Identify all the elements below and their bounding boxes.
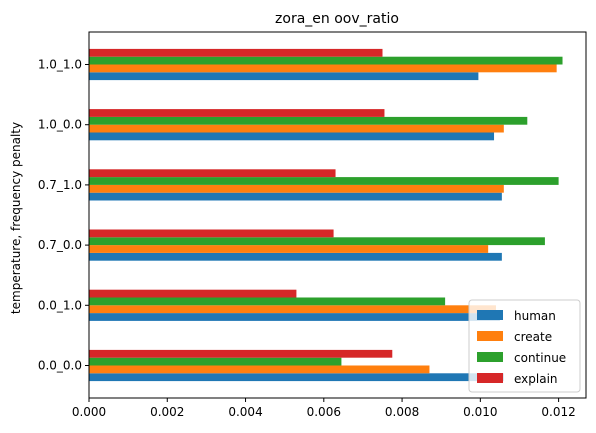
- bar-continue-0.7_0.0: [89, 237, 545, 246]
- bar-human-0.0_1.0: [89, 313, 500, 321]
- legend-label-explain: explain: [514, 372, 558, 386]
- bar-human-1.0_1.0: [89, 72, 479, 81]
- bar-human-0.7_0.0: [89, 252, 502, 261]
- y-axis-label: temperature, frequency penalty: [9, 122, 23, 314]
- y-tick-label: 0.7_1.0: [38, 178, 82, 192]
- bar-continue-0.0_1.0: [89, 297, 446, 306]
- y-tick-label: 1.0_1.0: [38, 58, 82, 72]
- bar-create-0.0_1.0: [89, 305, 496, 314]
- legend-label-continue: continue: [514, 351, 566, 365]
- legend-swatch-create: [477, 331, 503, 341]
- y-tick-label: 0.0_1.0: [38, 298, 82, 312]
- legend-swatch-human: [477, 310, 503, 320]
- y-tick-label: 0.0_0.0: [38, 358, 82, 372]
- bar-human-0.7_1.0: [89, 192, 502, 201]
- x-tick-label: 0.006: [307, 405, 341, 419]
- legend-swatch-explain: [477, 373, 503, 383]
- bar-continue-1.0_0.0: [89, 116, 528, 125]
- bar-human-1.0_0.0: [89, 132, 495, 141]
- bar-human-0.0_0.0: [89, 373, 504, 382]
- bar-create-1.0_0.0: [89, 124, 504, 133]
- y-tick-label: 0.7_0.0: [38, 238, 82, 252]
- x-tick-label: 0.008: [385, 405, 419, 419]
- chart-title: zora_en oov_ratio: [275, 11, 399, 27]
- legend-swatch-continue: [477, 352, 503, 362]
- x-tick-label: 0.010: [463, 405, 497, 419]
- bar-create-0.7_0.0: [89, 245, 489, 253]
- y-tick-label: 1.0_0.0: [38, 118, 82, 132]
- plot-frame: [88, 31, 587, 399]
- bar-explain-0.0_1.0: [89, 289, 297, 298]
- bar-continue-0.7_1.0: [89, 177, 559, 185]
- legend-box: [468, 299, 581, 393]
- x-tick-label: 0.004: [228, 405, 262, 419]
- bars-group: [89, 48, 563, 382]
- legend-label-human: human: [514, 309, 556, 323]
- bar-create-0.0_0.0: [89, 365, 430, 374]
- bar-create-0.7_1.0: [89, 184, 504, 193]
- bar-explain-1.0_0.0: [89, 109, 385, 117]
- y-ticks-group: 0.0_0.0 0.0_1.0 0.7_0.0 0.7_1.0 1.0_0.0 1.0_1…: [38, 58, 89, 372]
- bar-explain-0.0_0.0: [89, 349, 393, 358]
- bar-explain-0.7_0.0: [89, 229, 334, 238]
- x-tick-label: 0.000: [72, 405, 106, 419]
- bar-continue-0.0_0.0: [89, 357, 342, 366]
- x-tick-label: 0.012: [541, 405, 575, 419]
- x-tick-label: 0.002: [150, 405, 184, 419]
- bar-continue-1.0_1.0: [89, 56, 563, 65]
- x-ticks-group: 0.000 0.002 0.004 0.006 0.008 0.010 0.012: [72, 398, 576, 419]
- legend: human create continue explain: [468, 299, 581, 393]
- bar-explain-0.7_1.0: [89, 169, 336, 178]
- bar-explain-1.0_1.0: [89, 48, 383, 57]
- legend-label-create: create: [514, 330, 552, 344]
- bar-create-1.0_1.0: [89, 64, 557, 73]
